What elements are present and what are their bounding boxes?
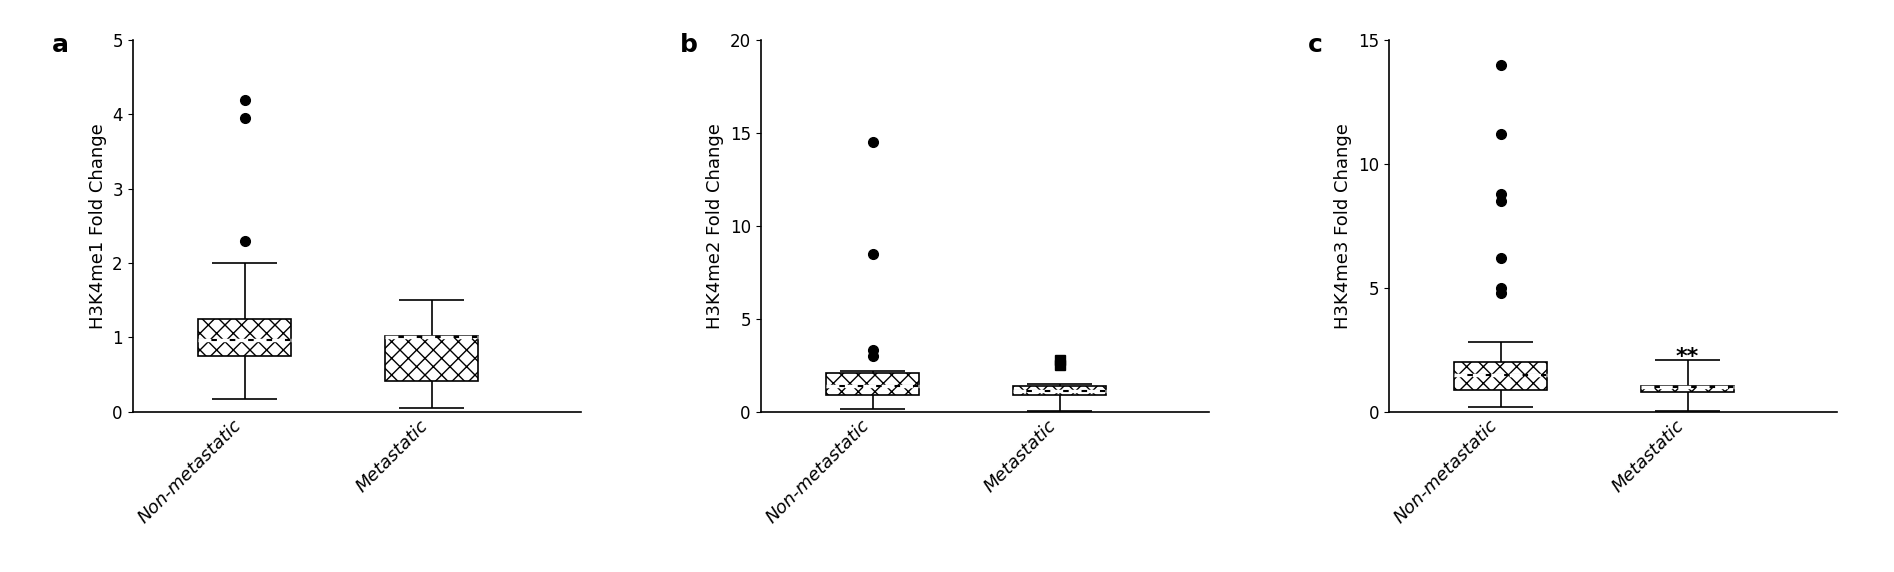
Text: **: **	[1676, 347, 1699, 367]
FancyBboxPatch shape	[1455, 362, 1547, 390]
FancyBboxPatch shape	[826, 373, 919, 395]
FancyBboxPatch shape	[199, 319, 292, 356]
Y-axis label: H3K4me3 Fold Change: H3K4me3 Fold Change	[1333, 123, 1352, 329]
FancyBboxPatch shape	[1640, 386, 1735, 392]
Y-axis label: H3K4me2 Fold Change: H3K4me2 Fold Change	[706, 123, 724, 329]
Text: c: c	[1309, 33, 1322, 57]
Text: a: a	[51, 33, 68, 57]
Y-axis label: H3K4me1 Fold Change: H3K4me1 Fold Change	[89, 123, 106, 329]
Text: b: b	[680, 33, 697, 57]
FancyBboxPatch shape	[1013, 386, 1106, 395]
FancyBboxPatch shape	[384, 336, 479, 380]
